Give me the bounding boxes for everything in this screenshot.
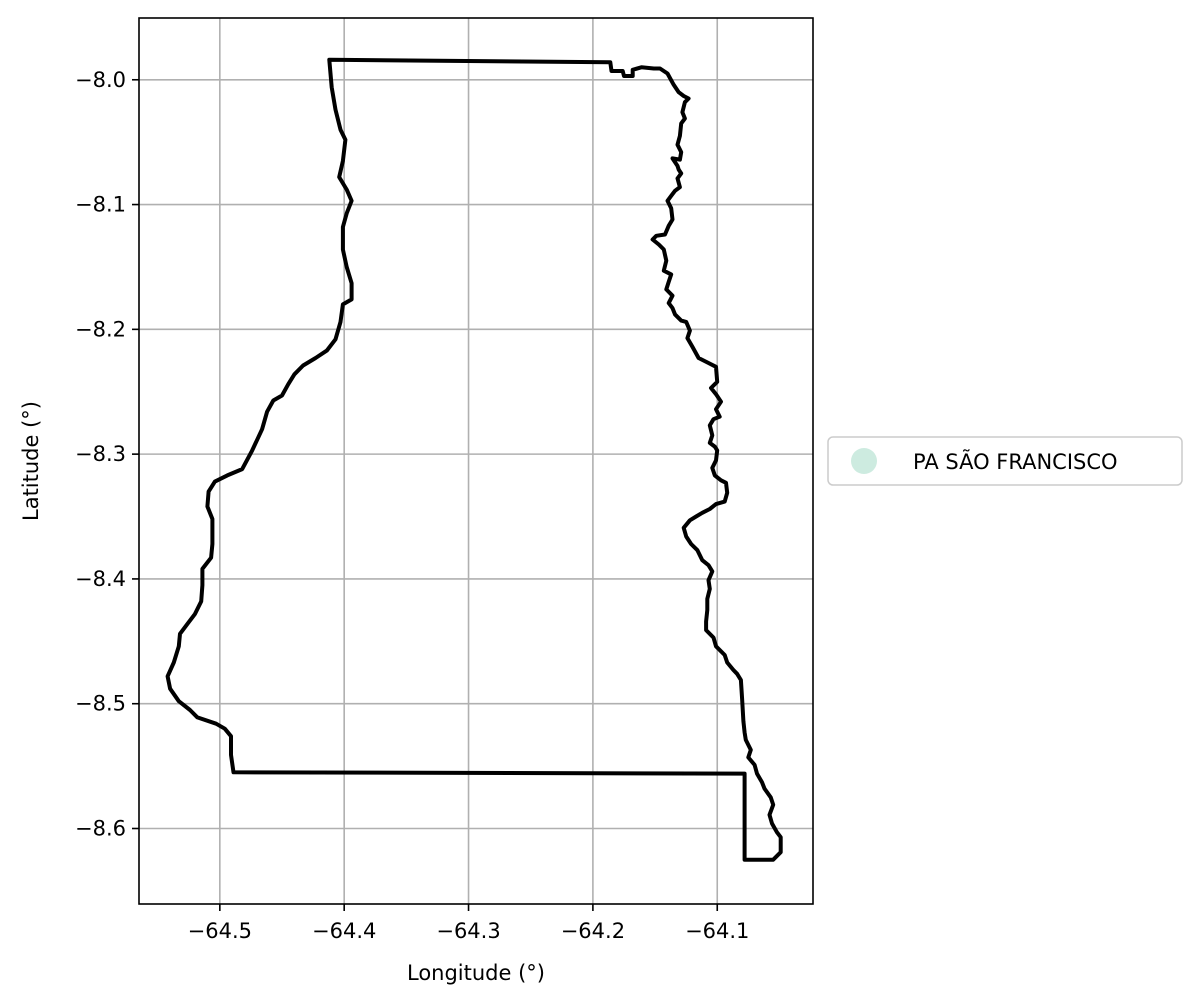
x-tick-label: −64.3	[436, 919, 500, 943]
map-shapes	[165, 57, 783, 862]
legend-marker	[851, 448, 877, 474]
y-tick-label: −8.3	[75, 442, 126, 466]
legend: PA SÃO FRANCISCO	[827, 436, 1183, 486]
x-tick-label: −64.5	[188, 919, 252, 943]
x-tick-label: −64.2	[561, 919, 625, 943]
plot-frame	[138, 17, 814, 905]
y-tick-label: −8.2	[75, 317, 126, 341]
legend-box	[827, 436, 1183, 486]
y-tick-label: −8.1	[75, 193, 126, 217]
x-tick-label: −64.1	[685, 919, 749, 943]
region-boundary	[165, 57, 783, 862]
x-tick-label: −64.4	[312, 919, 376, 943]
legend-label: PA SÃO FRANCISCO	[913, 448, 1118, 474]
y-tick-label: −8.4	[75, 567, 126, 591]
x-axis-ticks: −64.5 −64.4 −64.3 −64.2 −64.1	[188, 904, 749, 943]
y-tick-label: −8.6	[75, 817, 126, 841]
x-axis-label: Longitude (°)	[407, 961, 545, 985]
y-tick-label: −8.0	[75, 68, 126, 92]
y-tick-label: −8.5	[75, 692, 126, 716]
y-axis-label: Latitude (°)	[19, 401, 43, 521]
y-axis-ticks: −8.0 −8.1 −8.2 −8.3 −8.4 −8.5 −8.6	[75, 68, 139, 841]
